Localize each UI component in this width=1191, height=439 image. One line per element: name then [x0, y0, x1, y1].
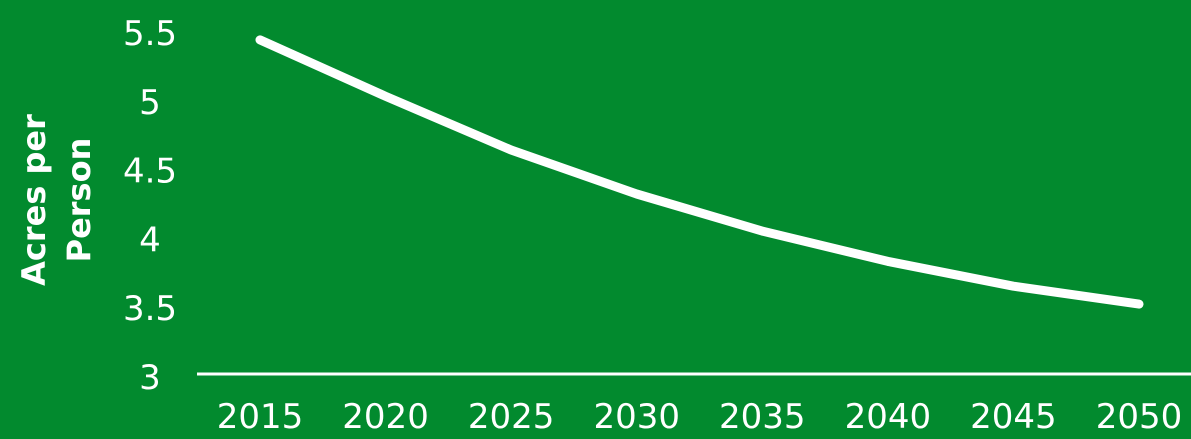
y-axis-ticks: 3 3.5 4 4.5 5 5.5	[123, 14, 177, 398]
y-tick-label: 5	[139, 83, 161, 123]
y-tick-label: 3	[139, 358, 161, 398]
y-tick-label: 4	[139, 220, 161, 260]
x-tick-label: 2030	[593, 397, 680, 437]
x-tick-label: 2020	[342, 397, 429, 437]
y-axis-label-line-2: Person	[60, 138, 98, 263]
y-tick-label: 3.5	[123, 289, 177, 329]
x-tick-label: 2015	[217, 397, 304, 437]
y-tick-label: 5.5	[123, 14, 177, 54]
x-tick-label: 2045	[970, 397, 1057, 437]
x-tick-label: 2035	[719, 397, 806, 437]
x-tick-label: 2025	[468, 397, 555, 437]
series-line	[255, 35, 1144, 309]
x-tick-label: 2040	[845, 397, 932, 437]
x-tick-label: 2050	[1096, 397, 1183, 437]
y-tick-label: 4.5	[123, 152, 177, 192]
x-axis-ticks: 2015 2020 2025 2030 2035 2040 2045 2050	[217, 397, 1183, 437]
y-axis-label-line-1: Acres per	[15, 114, 53, 286]
